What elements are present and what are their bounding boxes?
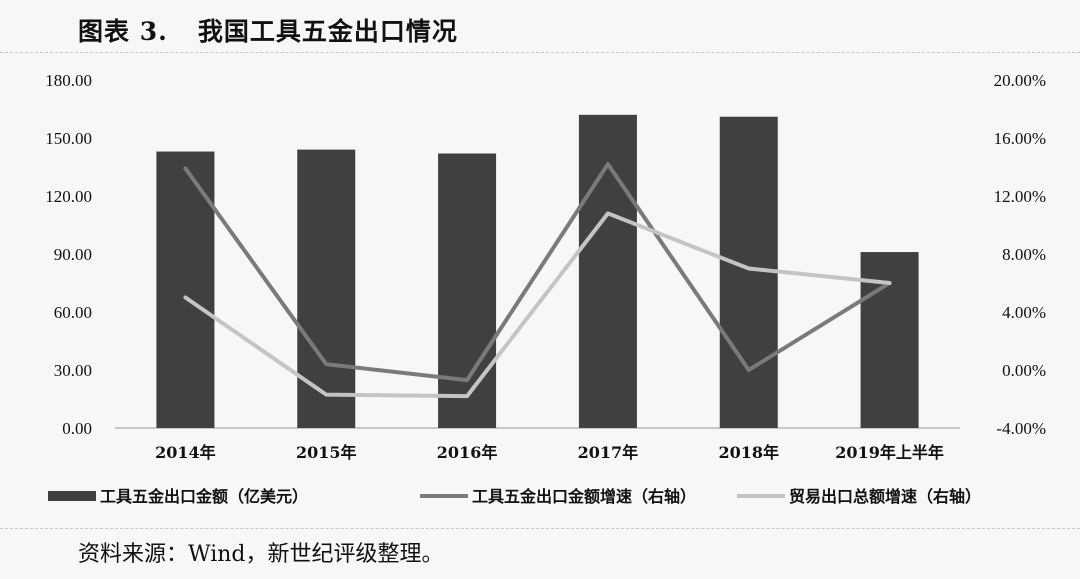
right-tick-label: 4.00% <box>1002 303 1046 322</box>
left-tick-label: 30.00 <box>54 361 92 380</box>
bar <box>860 252 919 428</box>
trade-growth-line-point <box>324 392 329 397</box>
left-tick-label: 150.00 <box>45 129 92 148</box>
left-tick-label: 60.00 <box>54 303 92 322</box>
legend-swatch-bar <box>48 491 96 501</box>
trade-growth-line-point <box>465 394 469 398</box>
growth-line-point <box>746 368 751 372</box>
right-axis: -4.00% 0.00% 4.00% 8.00% 12.00% 16.00% 20.00% <box>994 71 1046 438</box>
x-tick-label: 2014年 <box>155 443 216 462</box>
x-tick-label: 2019年上半年 <box>835 443 944 462</box>
bar <box>578 114 637 429</box>
left-tick-label: 180.00 <box>45 71 92 90</box>
bar <box>438 153 497 428</box>
growth-line-point <box>465 378 469 382</box>
right-tick-label: 8.00% <box>1002 245 1046 264</box>
right-tick-label: -4.00% <box>996 419 1046 438</box>
growth-line-point <box>324 362 329 367</box>
top-divider <box>0 52 1080 53</box>
x-tick-label: 2018年 <box>718 443 779 462</box>
legend-label: 工具五金出口金额增速（右轴） <box>472 487 696 506</box>
right-tick-label: 0.00% <box>1002 361 1046 380</box>
right-tick-label: 16.00% <box>994 129 1046 148</box>
figure-number: 图表 3. <box>78 17 168 46</box>
bar <box>297 149 356 428</box>
x-tick-label: 2015年 <box>296 443 357 462</box>
figure-title: 图表 3. 我国工具五金出口情况 <box>78 12 458 48</box>
trade-growth-line-point <box>746 266 751 271</box>
source-note: 资料来源：Wind，新世纪评级整理。 <box>78 542 444 567</box>
trade-growth-line <box>183 211 892 399</box>
trade-growth-line-point <box>606 211 610 216</box>
bar <box>156 151 215 429</box>
x-tick-label: 2016年 <box>437 443 498 462</box>
x-tick-label: 2017年 <box>578 443 639 462</box>
line-series <box>183 162 892 399</box>
trade-growth-line-point <box>887 281 892 285</box>
legend: 工具五金出口金额（亿美元） 工具五金出口金额增速（右轴） 贸易出口总额增速（右轴） <box>48 487 981 506</box>
legend-label: 工具五金出口金额（亿美元） <box>100 487 308 506</box>
right-tick-label: 20.00% <box>994 71 1046 90</box>
bottom-divider <box>0 528 1080 529</box>
left-tick-label: 120.00 <box>45 187 92 206</box>
left-tick-label: 90.00 <box>54 245 92 264</box>
left-tick-label: 0.00 <box>62 419 92 438</box>
growth-line <box>183 162 892 383</box>
growth-line-point <box>183 166 188 171</box>
left-axis: 0.00 30.00 60.00 90.00 120.00 150.00 180.00 <box>45 71 92 438</box>
x-axis-labels: 2014年 2015年 2016年 2017年 2018年 2019年上半年 <box>155 443 944 462</box>
growth-line-point <box>606 162 610 166</box>
legend-label: 贸易出口总额增速（右轴） <box>789 487 981 506</box>
right-tick-label: 12.00% <box>994 187 1046 206</box>
trade-growth-line-point <box>183 295 188 300</box>
figure-title-text: 我国工具五金出口情况 <box>197 17 458 46</box>
